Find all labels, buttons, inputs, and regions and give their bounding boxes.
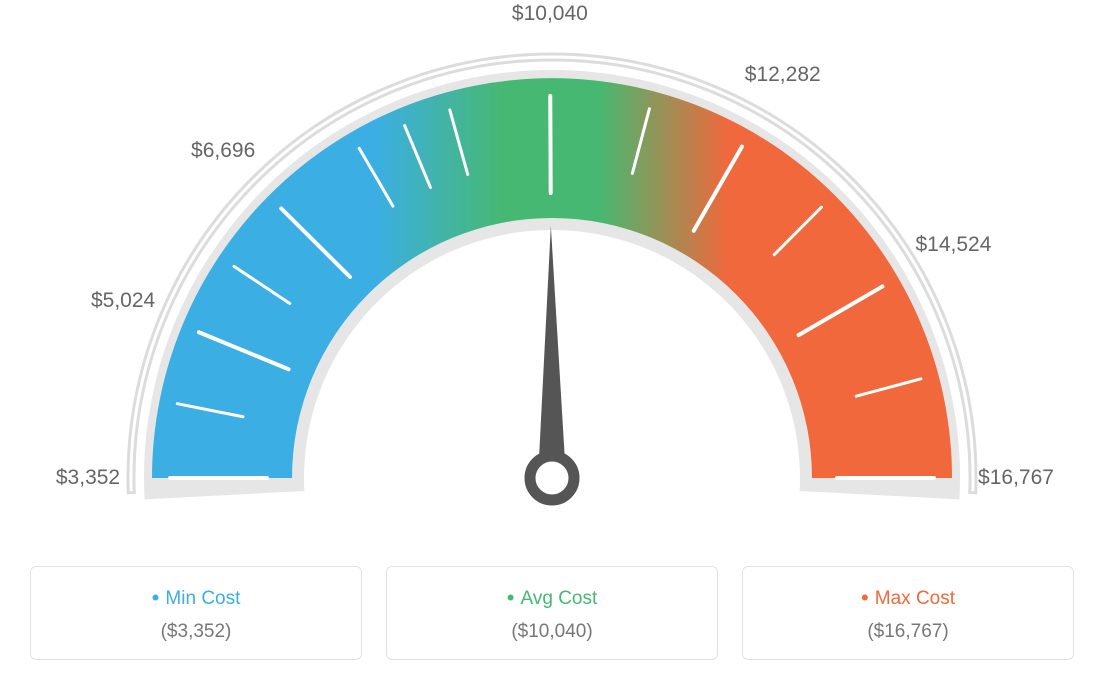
legend-avg: Avg Cost ($10,040) bbox=[386, 566, 718, 660]
tick-label: $10,040 bbox=[512, 2, 588, 26]
tick-label: $14,524 bbox=[915, 233, 991, 257]
tick-label: $5,024 bbox=[91, 289, 155, 313]
tick-label: $12,282 bbox=[745, 63, 821, 87]
cost-gauge-widget: { "gauge": { "type": "gauge", "min_value… bbox=[0, 0, 1104, 690]
legend-min: Min Cost ($3,352) bbox=[30, 566, 362, 660]
tick-label: $16,767 bbox=[978, 466, 1054, 490]
gauge-svg bbox=[0, 0, 1104, 560]
legend-max-value: ($16,767) bbox=[753, 621, 1063, 643]
legend-max-label: Max Cost bbox=[753, 585, 1063, 611]
legend-max: Max Cost ($16,767) bbox=[742, 566, 1074, 660]
tick-label: $6,696 bbox=[191, 139, 255, 163]
tick-label: $3,352 bbox=[56, 466, 120, 490]
legend-avg-value: ($10,040) bbox=[397, 621, 707, 643]
legend-min-label: Min Cost bbox=[41, 585, 351, 611]
legend: Min Cost ($3,352) Avg Cost ($10,040) Max… bbox=[30, 566, 1074, 660]
gauge: $3,352 $5,024 $6,696 $10,040 $12,282 $14,524 $… bbox=[0, 0, 1104, 540]
legend-avg-label: Avg Cost bbox=[397, 585, 707, 611]
legend-min-value: ($3,352) bbox=[41, 621, 351, 643]
